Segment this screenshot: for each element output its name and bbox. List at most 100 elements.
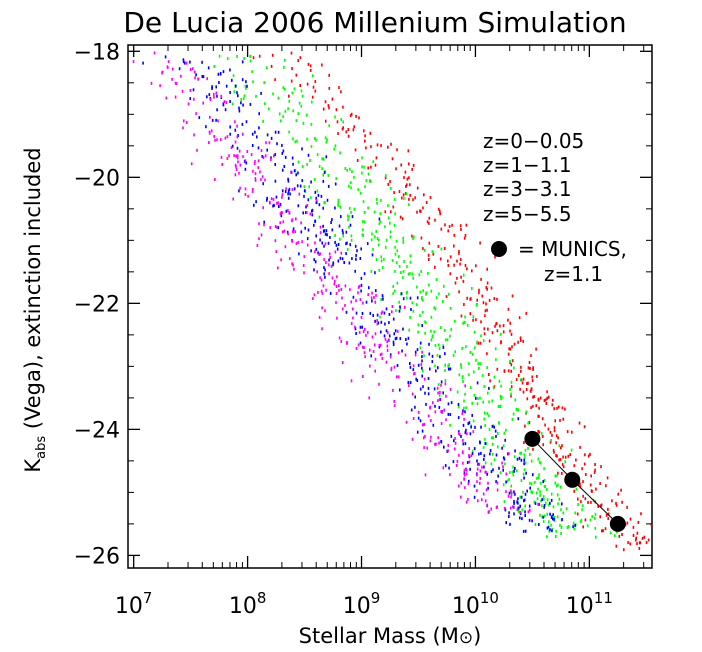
scatter-point xyxy=(441,410,443,414)
scatter-point xyxy=(434,218,436,222)
scatter-point xyxy=(407,384,410,388)
scatter-point xyxy=(314,241,316,245)
scatter-point xyxy=(606,476,609,480)
scatter-point xyxy=(207,66,210,70)
scatter-point xyxy=(438,406,441,409)
scatter-point xyxy=(473,495,476,499)
scatter-point xyxy=(411,167,413,171)
scatter-point xyxy=(602,529,604,533)
scatter-point xyxy=(432,423,435,427)
scatter-point xyxy=(287,177,289,181)
scatter-point xyxy=(369,131,372,135)
legend-entry-z5: z=5−5.5 xyxy=(483,202,572,226)
x-tick-label: 1010 xyxy=(452,589,499,619)
scatter-point xyxy=(510,491,513,495)
scatter-point xyxy=(530,387,533,391)
scatter-point xyxy=(523,456,526,460)
scatter-point xyxy=(578,483,580,487)
scatter-point xyxy=(432,252,435,256)
scatter-point xyxy=(449,423,451,427)
scatter-point xyxy=(581,504,584,508)
scatter-point xyxy=(416,210,418,214)
scatter-point xyxy=(237,94,239,98)
scatter-point xyxy=(311,100,313,104)
scatter-point xyxy=(638,541,641,545)
scatter-point xyxy=(530,354,532,358)
scatter-point xyxy=(324,275,326,279)
scatter-point xyxy=(335,243,338,247)
scatter-point xyxy=(192,88,195,92)
scatter-point xyxy=(345,310,348,314)
scatter-point xyxy=(354,148,357,152)
scatter-point xyxy=(490,286,493,290)
scatter-point xyxy=(337,198,340,202)
scatter-point xyxy=(303,194,305,198)
scatter-point xyxy=(587,454,590,458)
scatter-point xyxy=(211,118,214,122)
scatter-point xyxy=(615,503,618,507)
scatter-point xyxy=(438,441,440,445)
scatter-point xyxy=(369,348,371,352)
scatter-point xyxy=(437,366,439,370)
scatter-point xyxy=(393,365,396,369)
scatter-point xyxy=(499,471,502,475)
scatter-point xyxy=(299,184,302,188)
scatter-point xyxy=(430,338,433,342)
scatter-point xyxy=(246,150,249,153)
scatter-point xyxy=(295,217,297,221)
scatter-point xyxy=(330,264,333,268)
scatter-point xyxy=(506,479,509,483)
scatter-point xyxy=(453,244,455,248)
scatter-point xyxy=(488,339,491,343)
scatter-point xyxy=(342,126,344,130)
scatter-point xyxy=(386,340,388,344)
scatter-point xyxy=(479,241,481,245)
scatter-point xyxy=(345,230,348,234)
scatter-point xyxy=(287,179,290,183)
scatter-point xyxy=(427,272,429,275)
scatter-point xyxy=(449,387,452,391)
scatter-point xyxy=(540,499,542,503)
scatter-point xyxy=(428,342,430,346)
scatter-point xyxy=(464,410,466,414)
scatter-point xyxy=(348,215,350,219)
scatter-point xyxy=(283,65,285,69)
scatter-point xyxy=(546,488,548,492)
scatter-point xyxy=(440,247,443,251)
scatter-point xyxy=(533,395,535,399)
scatter-point xyxy=(350,210,352,214)
scatter-point xyxy=(301,240,303,244)
scatter-point xyxy=(430,435,432,439)
scatter-point xyxy=(422,369,424,373)
scatter-point xyxy=(306,237,309,241)
scatter-point xyxy=(553,517,555,521)
scatter-point xyxy=(556,474,558,478)
scatter-point xyxy=(309,212,312,216)
scatter-point xyxy=(520,451,523,455)
scatter-point xyxy=(430,329,432,333)
scatter-point xyxy=(183,119,185,123)
scatter-point xyxy=(213,95,215,99)
scatter-point xyxy=(345,252,347,256)
scatter-point xyxy=(550,515,553,519)
scatter-point xyxy=(385,307,388,311)
scatter-point xyxy=(295,73,298,77)
scatter-point xyxy=(224,108,227,112)
scatter-point xyxy=(171,67,174,71)
scatter-point xyxy=(543,467,545,471)
scatter-point xyxy=(284,245,287,249)
scatter-point xyxy=(379,212,382,216)
scatter-point xyxy=(465,223,468,227)
scatter-point xyxy=(412,417,415,420)
scatter-point xyxy=(410,308,412,311)
scatter-point xyxy=(487,510,490,514)
scatter-point xyxy=(336,247,339,251)
scatter-point xyxy=(334,250,337,254)
scatter-point xyxy=(491,452,494,456)
scatter-point xyxy=(374,369,376,373)
scatter-point xyxy=(484,499,487,503)
scatter-point xyxy=(302,211,304,215)
scatter-point xyxy=(229,68,231,72)
scatter-point xyxy=(291,67,293,71)
scatter-point xyxy=(517,506,520,510)
